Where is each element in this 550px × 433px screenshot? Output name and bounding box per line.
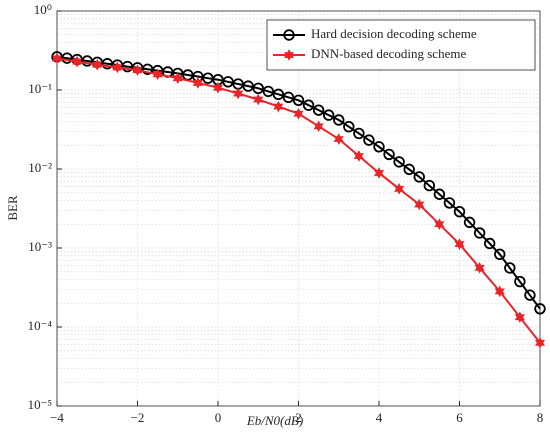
marker [363,134,375,146]
marker [302,99,315,111]
y-tick-label: 10⁻² [28,160,52,175]
y-tick-label: 10⁻⁴ [28,318,53,333]
marker [353,127,365,140]
marker [514,311,525,324]
marker [524,289,536,301]
x-tick-label: 4 [376,410,383,425]
x-axis-label: Eb/N0(dB) [246,413,303,428]
marker [413,171,425,183]
marker [494,285,505,298]
marker [222,76,234,88]
marker [112,61,123,74]
x-tick-label: 6 [456,410,463,425]
marker [92,58,103,71]
marker [504,262,516,274]
legend-label: DNN-based decoding scheme [311,46,466,61]
marker [273,100,284,113]
marker [233,87,244,100]
marker [333,114,345,126]
marker [454,238,465,250]
marker [423,179,436,192]
marker [474,261,485,274]
marker [282,91,295,104]
marker [434,218,445,231]
plot-frame [56,10,541,407]
legend-marker [283,29,295,41]
marker [473,227,486,239]
x-tick-label: 8 [537,410,544,425]
y-tick-label: 10⁰ [34,2,52,17]
marker [242,80,254,92]
marker [394,182,405,195]
marker [172,72,183,85]
marker [393,156,405,168]
marker [322,109,335,121]
marker [534,336,546,349]
marker [333,133,344,145]
marker [312,104,325,116]
marker [353,150,364,162]
marker [292,94,305,106]
marker [343,121,355,133]
legend: Hard decision decoding scheme DNN-based d… [266,19,536,71]
x-tick-label: −4 [50,410,64,425]
legend-marker [283,49,295,61]
y-axis-label: BER [5,195,20,221]
marker [192,77,203,89]
marker [403,163,415,176]
marker [51,52,63,65]
marker [132,64,143,77]
marker [72,55,83,68]
legend-label: Hard decision decoding scheme [311,26,477,41]
marker [534,303,546,315]
x-tick-label: −2 [131,410,145,425]
marker [453,206,466,218]
y-tick-label: 10⁻⁵ [28,397,52,412]
marker [152,68,163,81]
marker [313,120,324,133]
marker [252,82,264,95]
marker [494,248,506,261]
marker [253,93,264,106]
marker [373,167,385,179]
marker [383,148,395,161]
x-tick-label: 2 [295,410,302,425]
marker [262,85,275,98]
marker [514,275,526,288]
marker [272,88,285,101]
x-tick-label: 0 [215,410,222,425]
legend-box [266,19,536,71]
marker [414,198,425,211]
marker [463,216,476,229]
marker [443,197,456,209]
marker [373,141,385,153]
y-tick-label: 10⁻³ [28,239,52,254]
marker [212,81,224,94]
y-tick-label: 10⁻¹ [28,81,52,96]
marker [433,188,446,200]
marker [483,237,496,250]
marker [293,107,304,120]
